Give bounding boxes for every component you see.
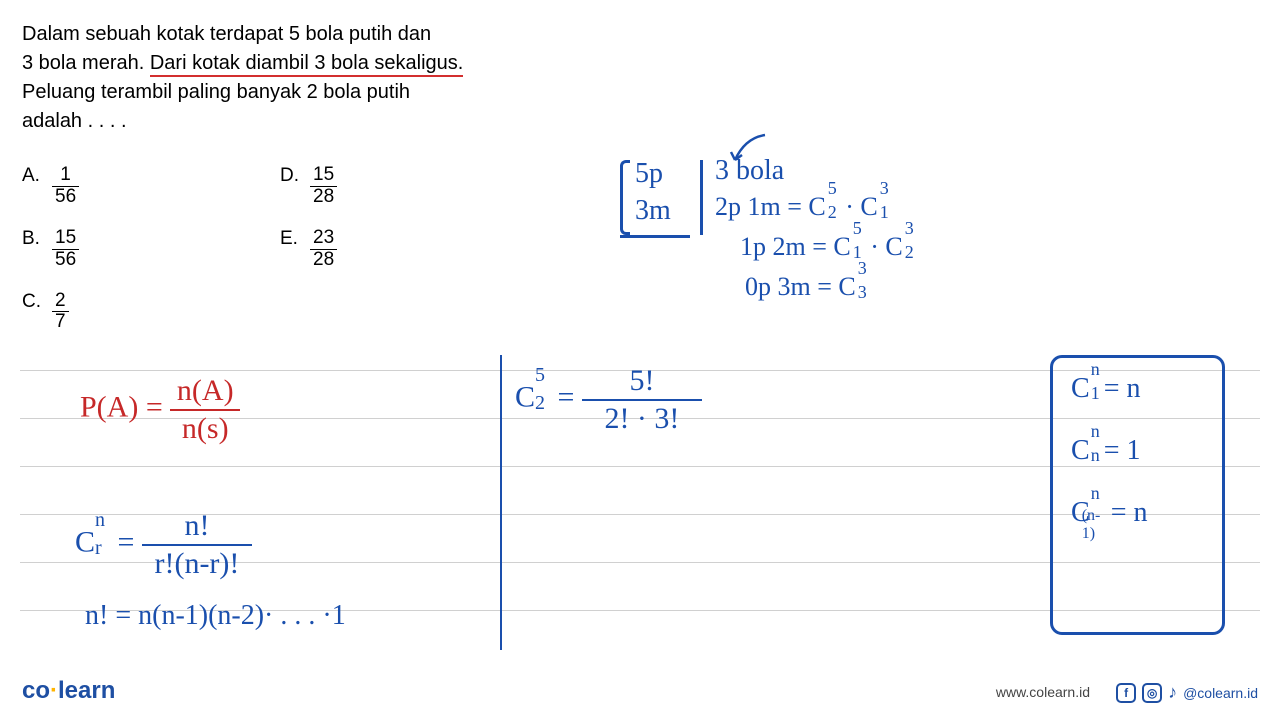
social-links: f ◎ ♪ @colearn.id <box>1116 682 1258 703</box>
problem-statement: Dalam sebuah kotak terdapat 5 bola putih… <box>22 20 472 136</box>
given-underline <box>620 235 690 238</box>
probability-formula: P(A) = n(A) n(s) <box>80 375 240 444</box>
prob-lhs: P(A) = <box>80 390 163 423</box>
option-a: A. 1 56 <box>22 165 79 208</box>
identity-3: Cn(n-1) = n <box>1071 497 1204 529</box>
cases-header: 3 bola <box>715 155 784 187</box>
options-col1: A. 1 56 B. 15 56 C. 2 7 <box>22 165 79 353</box>
vertical-divider <box>500 355 502 650</box>
comb-den: r!(n-r)! <box>142 548 252 580</box>
opt-e-num: 23 <box>310 228 337 250</box>
calc-den: 2! · 3! <box>582 403 702 435</box>
option-label: D. <box>280 165 310 208</box>
opt-a-num: 1 <box>52 165 79 187</box>
brand-logo: co·learn <box>22 677 115 705</box>
factorial-def: n! = n(n-1)(n-2)· . . . ·1 <box>85 600 346 632</box>
logo-dot-icon: · <box>50 677 58 704</box>
given-3m: 3m <box>635 195 671 227</box>
logo-main: co <box>22 677 50 704</box>
opt-c-den: 7 <box>52 312 69 333</box>
opt-d-den: 28 <box>310 187 337 208</box>
option-label: C. <box>22 291 52 334</box>
identity-2: Cnn = 1 <box>1071 435 1204 467</box>
given-bracket <box>620 160 630 235</box>
problem-line1: Dalam sebuah kotak terdapat 5 bola putih… <box>22 23 431 45</box>
calc-num: 5! <box>582 365 702 397</box>
opt-e-den: 28 <box>310 250 337 271</box>
option-c: C. 2 7 <box>22 291 79 334</box>
opt-a-den: 56 <box>52 187 79 208</box>
identities-box: Cn1 = n Cnn = 1 Cn(n-1) = n <box>1050 355 1225 635</box>
case-row-3: 0p 3m = C33 <box>745 272 856 302</box>
options-col2: D. 15 28 E. 23 28 <box>280 165 337 291</box>
footer: co·learn www.colearn.id f ◎ ♪ @colearn.i… <box>0 670 1280 705</box>
opt-b-num: 15 <box>52 228 79 250</box>
option-b: B. 15 56 <box>22 228 79 271</box>
comb-num: n! <box>142 510 252 542</box>
site-url: www.colearn.id <box>996 684 1090 700</box>
option-d: D. 15 28 <box>280 165 337 208</box>
identity-1: Cn1 = n <box>1071 373 1204 405</box>
prob-den: n(s) <box>170 413 240 445</box>
option-e: E. 23 28 <box>280 228 337 271</box>
opt-c-num: 2 <box>52 291 69 313</box>
problem-line2b: Dari kotak diambil 3 bola sekaligus. <box>150 52 464 77</box>
problem-line4: adalah . . . . <box>22 110 127 132</box>
case-row-2: 1p 2m = C51 · C32 <box>740 232 903 262</box>
combination-formula: Cnr = n! r!(n-r)! <box>75 510 252 579</box>
problem-line2a: 3 bola merah. <box>22 52 150 74</box>
option-label: E. <box>280 228 310 271</box>
opt-b-den: 56 <box>52 250 79 271</box>
logo-rest: learn <box>58 677 115 704</box>
facebook-icon: f <box>1116 683 1136 703</box>
social-handle: @colearn.id <box>1183 685 1258 701</box>
problem-line3: Peluang terambil paling banyak 2 bola pu… <box>22 81 410 103</box>
combination-calc: C52 = 5! 2! · 3! <box>515 365 702 434</box>
instagram-icon: ◎ <box>1142 683 1162 703</box>
option-label: A. <box>22 165 52 208</box>
given-divider <box>700 160 703 235</box>
prob-num: n(A) <box>170 375 240 407</box>
option-label: B. <box>22 228 52 271</box>
given-5p: 5p <box>635 158 663 190</box>
opt-d-num: 15 <box>310 165 337 187</box>
tiktok-icon: ♪ <box>1168 682 1177 703</box>
